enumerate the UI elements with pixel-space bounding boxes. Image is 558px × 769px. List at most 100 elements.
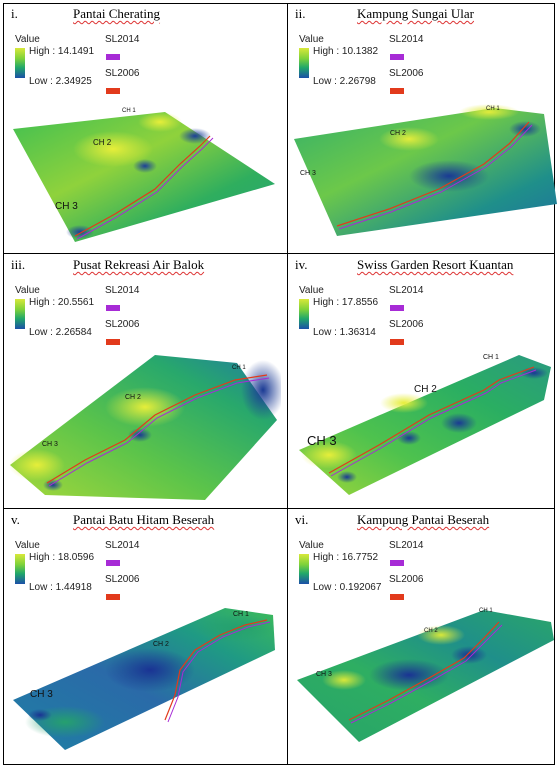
legend-sl2014-label: SL2014 [389,34,424,45]
legend-sl2006-label: SL2006 [105,68,140,79]
sl2006-swatch [390,88,404,94]
ch2-label: CH 2 [390,130,406,137]
panel-pusat-rekreasi-air-balok: iii. Pusat Rekreasi Air Balok Value High … [5,255,281,505]
legend-sl2006-label: SL2006 [389,319,424,330]
row-divider-1 [3,253,555,254]
panel-title: iii. Pusat Rekreasi Air Balok [11,257,204,273]
legend-low: Low : 1.44918 [29,582,92,593]
color-ramp [15,299,25,329]
legend-high: High : 17.8556 [313,297,379,308]
legend-value-label: Value [299,540,324,551]
legend-sl2014-label: SL2014 [389,285,424,296]
panel-number: v. [11,512,20,527]
panel-pantai-cherating: i. Pantai Cherating Value High : 14.1491 … [5,4,281,254]
legend-sl2014-label: SL2014 [105,540,140,551]
legend-low: Low : 1.36314 [313,327,376,338]
ch2-label: CH 2 [424,628,438,634]
panel-pantai-batu-hitam-beserah: v. Pantai Batu Hitam Beserah Value High :… [5,510,281,760]
sl2014-swatch [106,54,120,60]
figure-table [3,3,555,765]
panel-name: Swiss Garden Resort Kuantan [357,257,514,272]
panel-number: ii. [295,6,306,21]
legend-high: High : 16.7752 [313,552,379,563]
legend-value-label: Value [299,285,324,296]
surface-map: CH 1 CH 2 CH 3 [9,355,281,500]
legend-low: Low : 0.192067 [313,582,382,593]
ch1-label: CH 1 [483,354,499,361]
sl2014-swatch [390,305,404,311]
legend-low: Low : 2.26798 [313,76,376,87]
panel-swiss-garden-resort-kuantan: iv. Swiss Garden Resort Kuantan Value Hig… [289,255,558,505]
color-ramp [15,48,25,78]
legend-sl2014-label: SL2014 [389,540,424,551]
panel-name: Kampung Pantai Beserah [357,512,490,527]
sl2014-swatch [390,560,404,566]
panel-number: i. [11,6,18,21]
surface-map: CH 1 CH 2 CH 3 [294,104,557,236]
legend-sl2006-label: SL2006 [105,319,140,330]
legend-high: High : 14.1491 [29,46,95,57]
surface-map: CH 1 CH 2 CH 3 [299,354,551,495]
legend-value-label: Value [15,540,40,551]
sl2006-swatch [106,88,120,94]
panel-number: iv. [295,257,308,272]
legend-sl2014-label: SL2014 [105,34,140,45]
ch2-label: CH 2 [414,384,437,395]
color-ramp [299,299,309,329]
surface-map: CH 1 CH 2 CH 3 [297,608,554,742]
panel-name: Pantai Batu Hitam Beserah [73,512,215,527]
ch3-label: CH 3 [30,689,53,700]
row-divider-2 [3,508,555,509]
ch3-label: CH 3 [316,671,332,678]
sl2006-swatch [390,594,404,600]
panel-title: i. Pantai Cherating [11,6,160,22]
ch2-label: CH 2 [93,138,112,147]
color-ramp [15,554,25,584]
legend-high: High : 10.1382 [313,46,379,57]
ch3-label: CH 3 [300,170,316,177]
panel-title: iv. Swiss Garden Resort Kuantan [295,257,513,273]
legend-low: Low : 2.26584 [29,327,92,338]
column-divider [287,3,288,765]
legend-value-label: Value [15,34,40,45]
sl2006-swatch [106,339,120,345]
ch2-label: CH 2 [125,394,141,401]
ch1-label: CH 1 [233,611,249,618]
surface-map: CH 1 CH 2 CH 3 [13,108,275,242]
panel-name: Pusat Rekreasi Air Balok [73,257,205,272]
ch1-label: CH 1 [486,106,500,112]
legend-low: Low : 2.34925 [29,76,92,87]
legend-high: High : 20.5561 [29,297,95,308]
panel-title: vi. Kampung Pantai Beserah [295,512,489,528]
ch3-label: CH 3 [55,201,78,212]
ch3-label: CH 3 [42,441,58,448]
ch3-label: CH 3 [307,433,337,448]
ch1-label: CH 1 [122,108,136,114]
legend-value-label: Value [15,285,40,296]
ch1-label: CH 1 [479,608,493,614]
panel-number: iii. [11,257,26,272]
legend-sl2014-label: SL2014 [105,285,140,296]
panel-title: v. Pantai Batu Hitam Beserah [11,512,214,528]
sl2014-swatch [106,305,120,311]
ch2-label: CH 2 [153,641,169,648]
panel-name: Pantai Cherating [73,6,161,21]
sl2014-swatch [106,560,120,566]
panel-kampung-pantai-beserah: vi. Kampung Pantai Beserah Value High : 1… [289,510,558,760]
sl2006-swatch [390,339,404,345]
color-ramp [299,48,309,78]
panel-number: vi. [295,512,309,527]
legend-sl2006-label: SL2006 [105,574,140,585]
color-ramp [299,554,309,584]
surface-map: CH 1 CH 2 CH 3 [13,608,275,750]
panel-title: ii. Kampung Sungai Ular [295,6,474,22]
panel-kampung-sungai-ular: ii. Kampung Sungai Ular Value High : 10.1… [289,4,558,254]
sl2014-swatch [390,54,404,60]
legend-sl2006-label: SL2006 [389,574,424,585]
legend-sl2006-label: SL2006 [389,68,424,79]
ch1-label: CH 1 [232,365,246,371]
legend-value-label: Value [299,34,324,45]
panel-name: Kampung Sungai Ular [357,6,474,21]
sl2006-swatch [106,594,120,600]
legend-high: High : 18.0596 [29,552,95,563]
